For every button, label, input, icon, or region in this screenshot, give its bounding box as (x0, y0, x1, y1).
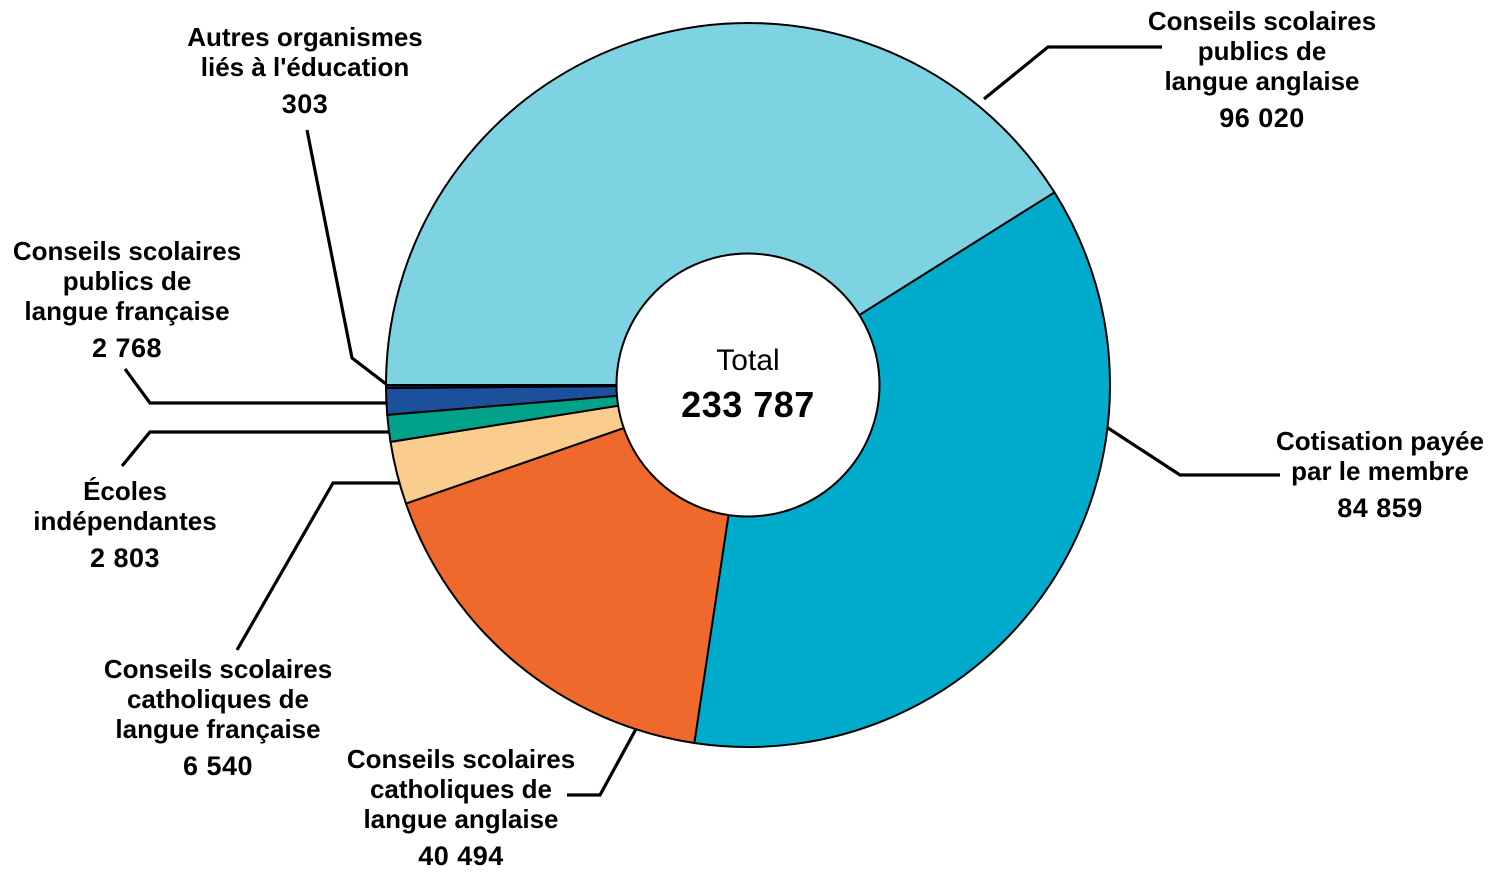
callout-line-ecoles_independantes (120, 430, 389, 468)
slice-label-line: langue française (115, 714, 321, 744)
slice-label-line: Conseils scolaires (12, 236, 242, 266)
callout-line-cotisation (1107, 426, 1280, 477)
callout-line-public_francais (123, 368, 386, 405)
slice-label-autres-organismes: Autres organismes liés à l'éducation 303 (187, 22, 423, 119)
slice-label-line: Conseils scolaires (346, 744, 576, 774)
slice-label-line: Écoles (83, 476, 167, 506)
total-value: 233 787 (681, 384, 815, 425)
callout-line-catholique_anglais (567, 728, 638, 797)
pie-slice-cotisation (693, 191, 1112, 748)
slice-label-catholique-anglais: Conseils scolaires catholiques de langue… (347, 744, 575, 871)
pie-slice-anglais_public (385, 21, 1056, 386)
slice-label-line: publics de (62, 266, 192, 296)
donut-hole (615, 252, 881, 518)
slice-label-line: langue française (24, 296, 230, 326)
slice-label-line: Autres organismes (187, 22, 423, 52)
slice-label-line: catholiques de (369, 774, 553, 804)
slice-label-catholique-francais: Conseils scolaires catholiques de langue… (104, 654, 332, 781)
slice-label-line: liés à l'éducation (200, 52, 410, 82)
slice-label-line: par le membre (1291, 456, 1469, 486)
slice-label-line: catholiques de (126, 684, 310, 714)
slice-label-line: Cotisation payée (1275, 426, 1485, 456)
callout-line-catholique_francais (235, 481, 399, 651)
slice-label-anglais-public: Conseils scolaires publics de langue ang… (1148, 6, 1376, 133)
slice-label-ecoles-independantes: Écoles indépendantes 2 803 (33, 476, 216, 573)
total-label: Total (716, 344, 780, 377)
callout-line-anglais_public (982, 45, 1162, 101)
slice-value: 96 020 (1219, 103, 1305, 133)
slice-label-line: Conseils scolaires (103, 654, 333, 684)
donut-center-label: Total 233 787 (681, 344, 815, 426)
slice-label-public-francais: Conseils scolaires publics de langue fra… (13, 236, 241, 363)
slice-label-line: langue anglaise (1164, 66, 1360, 96)
slice-label-cotisation: Cotisation payée par le membre 84 859 (1276, 426, 1484, 523)
slice-value: 40 494 (418, 841, 504, 871)
slice-value: 84 859 (1337, 493, 1423, 523)
slice-value: 2 768 (91, 333, 163, 363)
slice-value: 303 (281, 89, 329, 119)
slice-label-line: publics de (1197, 36, 1327, 66)
slice-label-line: Conseils scolaires (1147, 6, 1377, 36)
slice-label-line: langue anglaise (363, 804, 559, 834)
slice-label-line: indépendantes (33, 506, 217, 536)
callout-line-autres_organismes (305, 129, 387, 386)
slice-value: 6 540 (182, 751, 254, 781)
slice-value: 2 803 (89, 543, 161, 573)
